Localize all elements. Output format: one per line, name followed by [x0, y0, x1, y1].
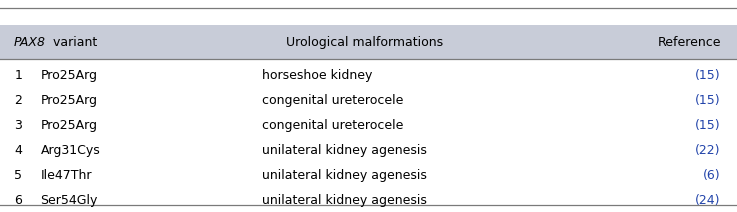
Text: Pro25Arg: Pro25Arg: [41, 94, 97, 107]
Text: (24): (24): [695, 194, 721, 207]
Text: PAX8: PAX8: [13, 36, 45, 49]
Text: horseshoe kidney: horseshoe kidney: [262, 69, 372, 82]
Text: 5: 5: [14, 169, 22, 182]
Text: (15): (15): [695, 94, 721, 107]
Text: variant: variant: [49, 36, 97, 49]
Text: Pro25Arg: Pro25Arg: [41, 119, 97, 132]
Text: (6): (6): [703, 169, 721, 182]
Text: 1: 1: [14, 69, 22, 82]
Text: unilateral kidney agenesis: unilateral kidney agenesis: [262, 144, 427, 157]
Text: 2: 2: [14, 94, 22, 107]
Text: (15): (15): [695, 119, 721, 132]
Text: Arg31Cys: Arg31Cys: [41, 144, 100, 157]
Bar: [0, 25, 737, 59]
Text: Pro25Arg: Pro25Arg: [41, 69, 97, 82]
Text: (22): (22): [695, 144, 721, 157]
Text: Ser54Gly: Ser54Gly: [41, 194, 98, 207]
Text: unilateral kidney agenesis: unilateral kidney agenesis: [262, 194, 427, 207]
Text: 4: 4: [14, 144, 22, 157]
Text: Urological malformations: Urological malformations: [286, 36, 444, 49]
Text: unilateral kidney agenesis: unilateral kidney agenesis: [262, 169, 427, 182]
Text: 6: 6: [14, 194, 22, 207]
Text: congenital ureterocele: congenital ureterocele: [262, 119, 403, 132]
Text: (15): (15): [695, 69, 721, 82]
Text: 3: 3: [14, 119, 22, 132]
Text: congenital ureterocele: congenital ureterocele: [262, 94, 403, 107]
Text: Reference: Reference: [657, 36, 721, 49]
Text: Ile47Thr: Ile47Thr: [41, 169, 92, 182]
